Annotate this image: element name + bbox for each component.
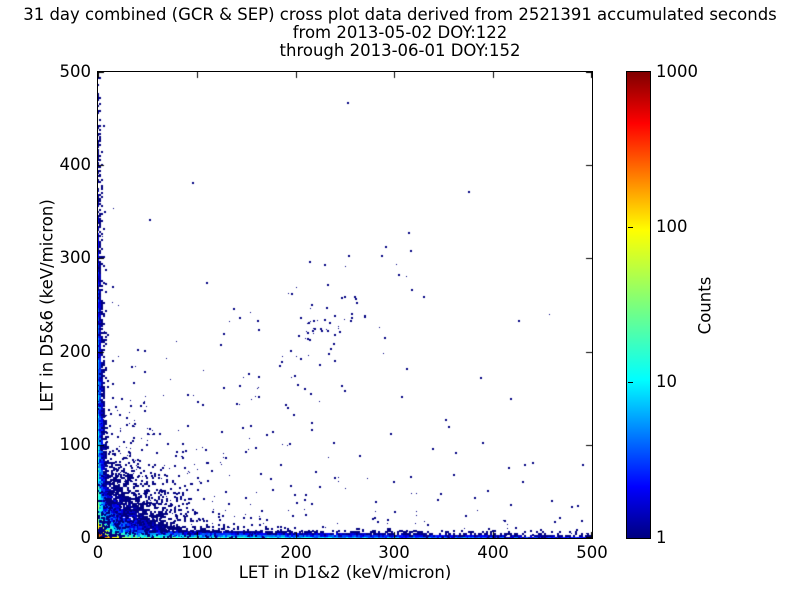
colorbar-tickmark-100 — [628, 227, 633, 228]
y-tick-400: 400 — [59, 155, 92, 174]
chart-title: 31 day combined (GCR & SEP) cross plot d… — [0, 6, 800, 60]
colorbar-label: Counts — [695, 276, 715, 335]
x-tick-200: 200 — [280, 543, 312, 562]
scatter-plot-canvas — [98, 72, 592, 538]
plot-frame — [97, 71, 593, 539]
chart-title-line3: through 2013-06-01 DOY:152 — [279, 41, 521, 60]
colorbar-tick-100: 100 — [656, 217, 688, 236]
y-tick-0: 0 — [80, 528, 92, 547]
x-axis-label: LET in D1&2 (keV/micron) — [238, 563, 452, 582]
colorbar-tick-1: 1 — [656, 528, 667, 547]
y-tick-100: 100 — [59, 435, 92, 454]
x-tick-0: 0 — [92, 543, 104, 562]
chart-title-line2: from 2013-05-02 DOY:122 — [292, 23, 508, 42]
y-axis-label: LET in D5&6 (keV/micron) — [37, 199, 57, 412]
chart-title-line1: 31 day combined (GCR & SEP) cross plot d… — [23, 5, 777, 24]
x-tick-400: 400 — [477, 543, 509, 562]
colorbar — [626, 71, 651, 539]
x-tick-500: 500 — [576, 543, 608, 562]
colorbar-tickmark-10 — [628, 382, 633, 383]
y-tick-200: 200 — [59, 342, 92, 361]
y-tick-300: 300 — [59, 248, 92, 267]
x-tick-300: 300 — [378, 543, 410, 562]
colorbar-tick-1000: 1000 — [656, 62, 698, 81]
colorbar-tick-10: 10 — [656, 372, 677, 391]
x-tick-100: 100 — [181, 543, 213, 562]
y-tick-500: 500 — [59, 62, 92, 81]
